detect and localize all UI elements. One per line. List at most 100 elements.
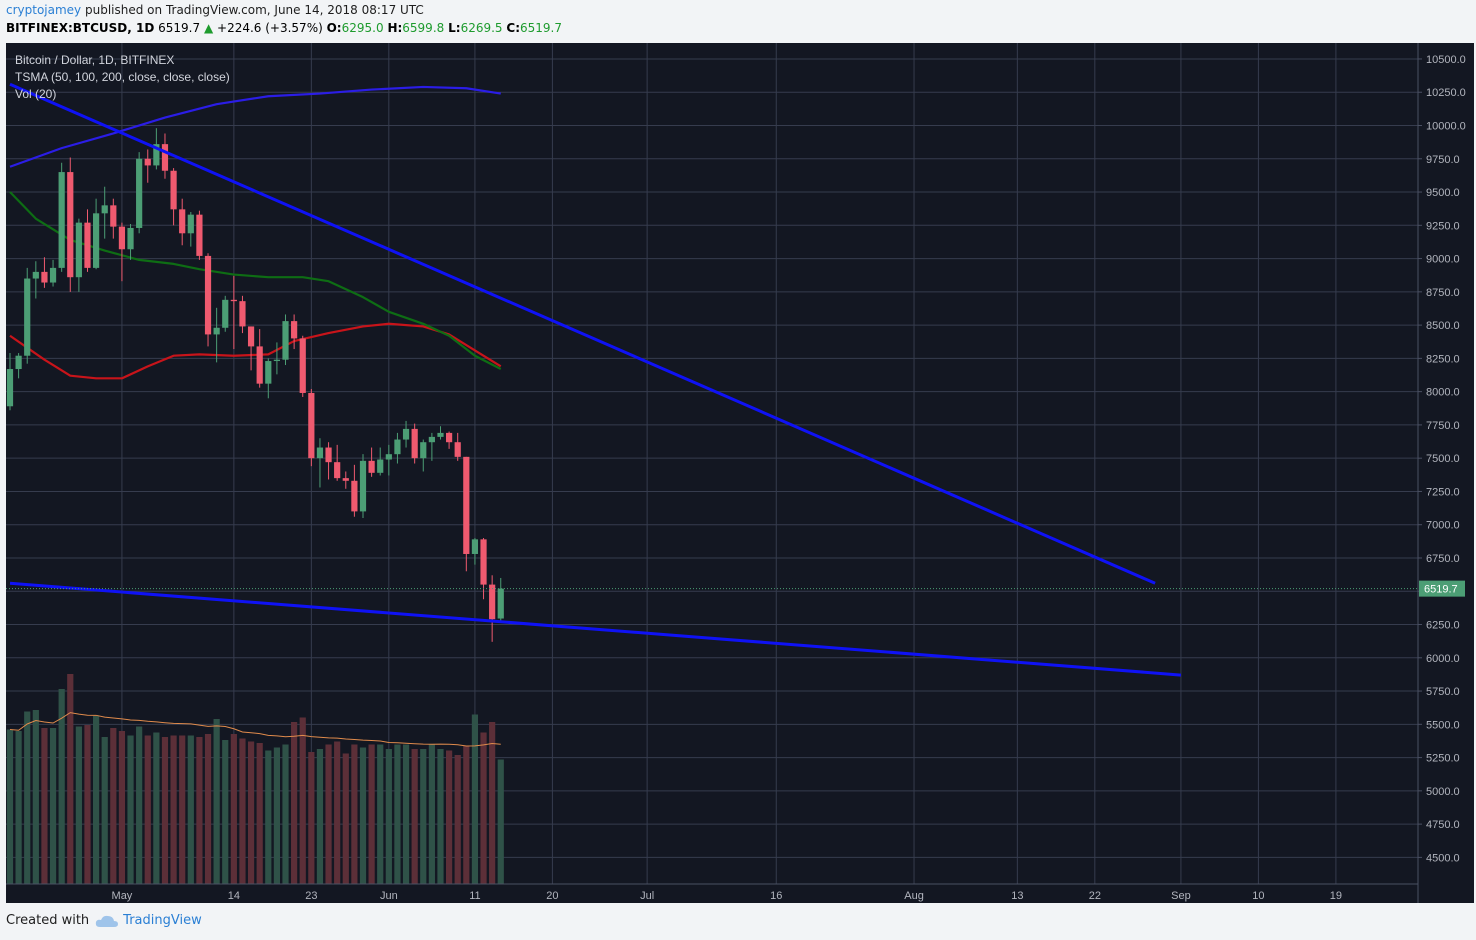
y-tick-label: 5750.0	[1426, 686, 1460, 698]
volume-bar	[230, 734, 237, 884]
volume-bar	[325, 744, 332, 884]
candle-body	[179, 209, 186, 234]
legend-title: Bitcoin / Dollar, 1D, BITFINEX	[15, 53, 174, 67]
y-tick-label: 6750.0	[1426, 553, 1460, 565]
candle-body	[351, 480, 358, 512]
price-chart[interactable]: 4500.0 4750.0 5000.0 5250.0 5500.0 5750.0 6000…	[0, 40, 1476, 904]
volume-bar	[420, 749, 427, 884]
x-tick-label: Aug	[904, 890, 924, 902]
up-arrow-icon: ▲	[203, 21, 214, 35]
symbol: BITFINEX:BTCUSD, 1D	[6, 21, 155, 35]
volume-bar	[316, 749, 324, 884]
y-tick-label: 5250.0	[1426, 753, 1460, 765]
x-tick-label: 20	[546, 890, 558, 902]
x-tick-label: May	[112, 890, 133, 902]
volume-bar	[41, 728, 48, 884]
y-tick-label: 7250.0	[1426, 486, 1460, 498]
trendlines[interactable]	[9, 82, 1182, 677]
candle-body	[497, 588, 504, 619]
candle-body	[463, 456, 470, 554]
volume-bar	[454, 755, 461, 884]
volume-bar	[308, 752, 315, 884]
candle-body	[161, 144, 169, 171]
candle-body	[411, 428, 418, 459]
candle-body	[170, 170, 177, 210]
publish-info: cryptojamey published on TradingView.com…	[6, 3, 424, 17]
volume-bar	[428, 744, 435, 884]
volume-bar	[24, 711, 31, 884]
volume-bar	[161, 737, 169, 884]
volume-bar	[75, 726, 82, 884]
volume-bar	[299, 717, 306, 884]
volume-bar	[351, 744, 358, 884]
y-tick-label: 10500.0	[1426, 54, 1466, 66]
volume-bar	[127, 735, 134, 884]
high-label: H:	[387, 21, 403, 35]
candle-body	[454, 442, 461, 457]
x-tick-label: 11	[469, 890, 480, 902]
volume-bar	[170, 735, 177, 884]
volume-bar	[402, 744, 410, 884]
volume-bar	[49, 728, 57, 884]
candle-body	[187, 214, 194, 234]
volume-bar	[196, 737, 203, 884]
open-value: 6295.0	[341, 21, 384, 35]
candle-body	[299, 338, 306, 393]
candle-body	[265, 361, 272, 384]
volume-bar	[222, 740, 229, 884]
candle-body	[308, 392, 315, 459]
candle-body	[437, 432, 444, 437]
volume-bar	[136, 726, 143, 884]
author-link[interactable]: cryptojamey	[6, 3, 82, 17]
x-tick-label: 14	[228, 890, 240, 902]
candle-body	[428, 436, 435, 443]
candle-body	[316, 447, 324, 459]
y-tick-label: 6250.0	[1426, 620, 1460, 632]
candle-body	[445, 432, 453, 443]
candle-body	[480, 539, 487, 585]
candle-body	[420, 442, 427, 459]
tradingview-cloud-icon	[96, 915, 119, 927]
candle-body	[247, 326, 255, 347]
y-tick-label: 7500.0	[1426, 453, 1460, 465]
volume-ma-line	[9, 712, 501, 747]
volume-bar	[213, 719, 220, 884]
last-price-tag: 6519.7	[1419, 580, 1465, 597]
candle-body	[58, 172, 65, 268]
volume-bar	[334, 741, 341, 884]
candle-body	[334, 462, 341, 479]
volume-bar	[273, 747, 281, 884]
x-tick-label: 22	[1089, 890, 1101, 902]
candle-body	[118, 226, 126, 250]
x-tick-label: 16	[770, 890, 782, 902]
y-tick-label: 4500.0	[1426, 852, 1460, 864]
candle-body	[41, 271, 48, 283]
last-price-tag-text: 6519.7	[1424, 584, 1458, 596]
volume-bar	[204, 734, 212, 884]
volume-bar	[110, 728, 117, 884]
y-tick-label: 9750.0	[1426, 154, 1460, 166]
y-tick-label: 4750.0	[1426, 819, 1460, 831]
high-value: 6599.8	[402, 21, 445, 35]
published-text: published on TradingView.com, June 14, 2…	[85, 3, 424, 17]
y-tick-label: 8500.0	[1426, 320, 1460, 332]
volume-bar	[394, 744, 401, 884]
price-axis[interactable]	[1418, 43, 1474, 903]
change-value: +224.6 (+3.57%)	[217, 21, 323, 35]
candle-body	[49, 267, 57, 283]
volume-bar	[368, 744, 375, 884]
x-tick-label: Jun	[380, 890, 398, 902]
candle-body	[325, 447, 332, 463]
volume-bars	[6, 674, 504, 884]
volume-bar	[15, 731, 22, 884]
volume-bar	[247, 741, 255, 884]
time-axis[interactable]	[6, 884, 1418, 903]
candle-body	[75, 222, 82, 278]
candle-body	[144, 158, 151, 166]
tradingview-link[interactable]: TradingView	[123, 913, 202, 928]
trendline	[9, 581, 1182, 677]
candle-body	[385, 454, 392, 460]
x-tick-label: Jul	[640, 890, 654, 902]
volume-bar	[239, 738, 246, 884]
candle-body	[6, 369, 14, 407]
